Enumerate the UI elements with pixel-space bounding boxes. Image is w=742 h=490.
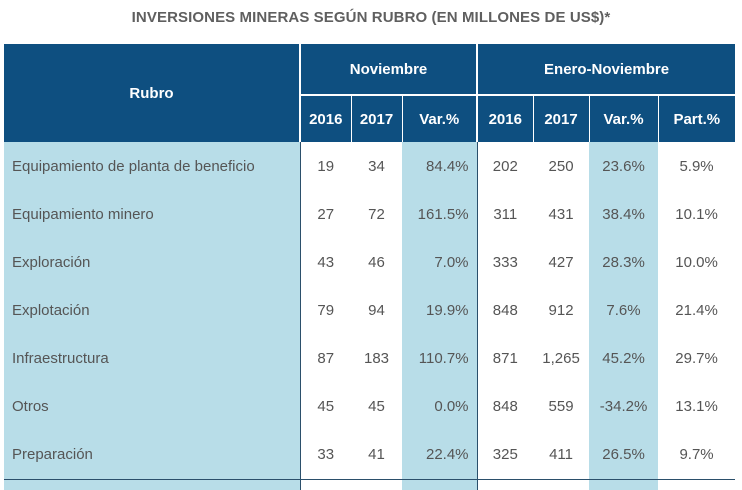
cell-en-part: 5.9% bbox=[658, 142, 736, 190]
cell-nov-2016: 27 bbox=[299, 190, 351, 238]
cell-en-part: 9.7% bbox=[658, 430, 736, 478]
header-group-enero-noviembre: Enero-Noviembre bbox=[476, 44, 736, 95]
cell-en-2017: 411 bbox=[533, 430, 590, 478]
cell-en-part: 29.7% bbox=[658, 334, 736, 382]
cell-empty bbox=[476, 478, 534, 490]
cell-en-2017: 250 bbox=[533, 142, 590, 190]
cell-empty bbox=[402, 478, 478, 490]
table-row: Infraestructura 87 183 110.7% 871 1,265 … bbox=[4, 334, 736, 382]
cell-nov-2016: 79 bbox=[299, 286, 351, 334]
cell-nov-2017: 183 bbox=[351, 334, 402, 382]
cell-nov-var: 0.0% bbox=[402, 382, 478, 430]
header-nov-2016: 2016 bbox=[299, 94, 351, 142]
cell-en-part: 13.1% bbox=[658, 382, 736, 430]
cell-en-part: 10.1% bbox=[658, 190, 736, 238]
cell-empty bbox=[351, 478, 402, 490]
investments-table: Rubro Noviembre Enero-Noviembre 2016 201… bbox=[4, 44, 736, 490]
cell-en-2016: 848 bbox=[476, 286, 534, 334]
cell-en-var: 45.2% bbox=[589, 334, 659, 382]
cell-nov-2017: 45 bbox=[351, 382, 402, 430]
cell-en-2017: 427 bbox=[533, 238, 590, 286]
table-row: Preparación 33 41 22.4% 325 411 26.5% 9.… bbox=[4, 430, 736, 478]
cell-nov-2017: 46 bbox=[351, 238, 402, 286]
cell-en-2016: 311 bbox=[476, 190, 534, 238]
cell-en-2017: 1,265 bbox=[533, 334, 590, 382]
cell-empty bbox=[299, 478, 351, 490]
cell-en-2016: 848 bbox=[476, 382, 534, 430]
cell-nov-2016: 87 bbox=[299, 334, 351, 382]
cell-en-2016: 333 bbox=[476, 238, 534, 286]
header-nov-2017: 2017 bbox=[350, 94, 402, 142]
table-row: Equipamiento de planta de beneficio 19 3… bbox=[4, 142, 736, 190]
cell-nov-2017: 72 bbox=[351, 190, 402, 238]
cell-nov-2016: 33 bbox=[299, 430, 351, 478]
header-en-2016: 2016 bbox=[476, 94, 534, 142]
cell-en-2017: 431 bbox=[533, 190, 590, 238]
cell-nov-2016: 43 bbox=[299, 238, 351, 286]
cell-rubro: Exploración bbox=[4, 238, 300, 286]
cell-nov-2017: 94 bbox=[351, 286, 402, 334]
cell-nov-var: 161.5% bbox=[402, 190, 478, 238]
table-row: Exploración 43 46 7.0% 333 427 28.3% 10.… bbox=[4, 238, 736, 286]
cell-en-var: 7.6% bbox=[589, 286, 659, 334]
cell-nov-2017: 34 bbox=[351, 142, 402, 190]
cell-en-part: 21.4% bbox=[658, 286, 736, 334]
table-row: Equipamiento minero 27 72 161.5% 311 431… bbox=[4, 190, 736, 238]
cell-rubro: Otros bbox=[4, 382, 300, 430]
header-group-noviembre: Noviembre bbox=[298, 44, 478, 95]
cell-en-var: 26.5% bbox=[589, 430, 659, 478]
cell-en-part: 10.0% bbox=[658, 238, 736, 286]
cell-nov-2017: 41 bbox=[351, 430, 402, 478]
cell-en-2016: 202 bbox=[476, 142, 534, 190]
cell-nov-var: 22.4% bbox=[402, 430, 478, 478]
row-divider bbox=[4, 479, 735, 480]
table-row: Otros 45 45 0.0% 848 559 -34.2% 13.1% bbox=[4, 382, 736, 430]
cell-en-2017: 559 bbox=[533, 382, 590, 430]
cell-nov-var: 110.7% bbox=[402, 334, 478, 382]
header-rubro: Rubro bbox=[4, 44, 300, 142]
cell-nov-var: 84.4% bbox=[402, 142, 478, 190]
cell-en-2017: 912 bbox=[533, 286, 590, 334]
cell-en-var: 28.3% bbox=[589, 238, 659, 286]
cell-rubro: Preparación bbox=[4, 430, 300, 478]
cell-en-2016: 325 bbox=[476, 430, 534, 478]
cell-rubro: Explotación bbox=[4, 286, 300, 334]
cell-rubro: Equipamiento de planta de beneficio bbox=[4, 142, 300, 190]
cell-en-2016: 871 bbox=[476, 334, 534, 382]
cell-nov-var: 19.9% bbox=[402, 286, 478, 334]
header-en-part: Part.% bbox=[657, 94, 736, 142]
cell-en-var: 38.4% bbox=[589, 190, 659, 238]
table-title: INVERSIONES MINERAS SEGÚN RUBRO (EN MILL… bbox=[131, 9, 611, 26]
cell-nov-2016: 19 bbox=[299, 142, 351, 190]
cell-nov-var: 7.0% bbox=[402, 238, 478, 286]
cell-nov-2016: 45 bbox=[299, 382, 351, 430]
cell-en-var: 23.6% bbox=[589, 142, 659, 190]
cell-rubro: Infraestructura bbox=[4, 334, 300, 382]
header-en-var: Var.% bbox=[588, 94, 659, 142]
cell-empty bbox=[658, 478, 736, 490]
header-nov-var: Var.% bbox=[401, 94, 478, 142]
header-en-2017: 2017 bbox=[532, 94, 590, 142]
table-row: Explotación 79 94 19.9% 848 912 7.6% 21.… bbox=[4, 286, 736, 334]
cell-rubro-empty bbox=[4, 478, 300, 490]
cell-en-var: -34.2% bbox=[589, 382, 659, 430]
cell-empty bbox=[589, 478, 659, 490]
table-row-partial bbox=[4, 478, 736, 490]
cell-empty bbox=[533, 478, 590, 490]
cell-rubro: Equipamiento minero bbox=[4, 190, 300, 238]
